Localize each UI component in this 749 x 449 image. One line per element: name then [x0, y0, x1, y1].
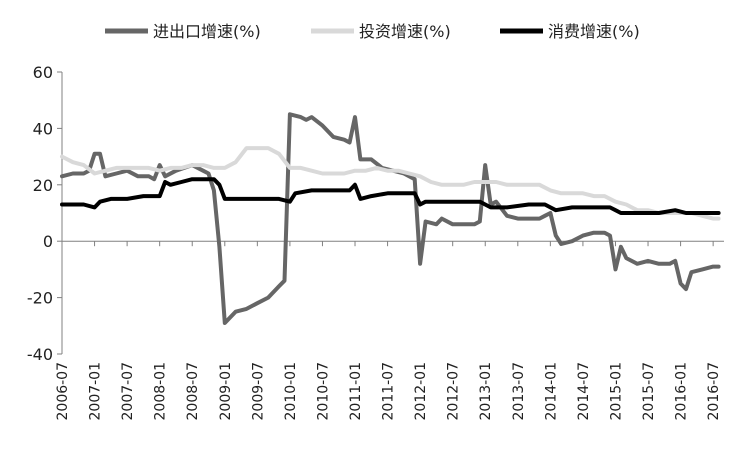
- x-tick-label: 2007-01: [88, 362, 104, 421]
- legend: 进出口增速(%) 投资增速(%) 消费增速(%): [105, 22, 640, 41]
- series-line-consumption: [60, 177, 721, 215]
- y-tick-label: 60: [33, 63, 53, 82]
- x-tick-label: 2013-01: [478, 362, 494, 421]
- legend-label-investment: 投资增速(%): [359, 22, 451, 41]
- x-tick-label: 2015-01: [608, 362, 624, 421]
- x-tick-label: 2011-01: [348, 362, 364, 421]
- series-line-investment: [60, 146, 721, 221]
- y-tick-label: 0: [43, 232, 53, 251]
- legend-item-trade: 进出口增速(%): [105, 22, 261, 41]
- y-tick-label: -20: [27, 289, 53, 308]
- x-tick-label: 2006-07: [55, 362, 71, 421]
- x-tick-label: 2014-01: [543, 362, 559, 421]
- x-tick-label: 2010-07: [315, 362, 331, 421]
- x-tick-label: 2008-01: [153, 362, 169, 421]
- legend-label-trade: 进出口增速(%): [153, 22, 261, 41]
- x-tick-label: 2009-07: [250, 362, 266, 421]
- legend-label-consumption: 消费增速(%): [548, 22, 640, 41]
- x-tick-label: 2016-01: [674, 362, 690, 421]
- x-tick-label: 2011-07: [381, 362, 397, 421]
- x-tick-label: 2010-01: [283, 362, 299, 421]
- x-tick-label: 2009-01: [218, 362, 234, 421]
- x-tick-label: 2012-01: [413, 362, 429, 421]
- x-tick-label: 2013-07: [511, 362, 527, 421]
- x-axis: 2006-07 2007-01 2007-07 2008-01 2008-07 2009-…: [55, 240, 724, 421]
- y-tick-label: 40: [33, 119, 53, 138]
- y-tick-label: -40: [27, 345, 53, 364]
- x-tick-label: 2015-07: [641, 362, 657, 421]
- y-tick-label: 20: [33, 176, 53, 195]
- x-tick-label: 2008-07: [185, 362, 201, 421]
- series-layer: [60, 112, 721, 325]
- series-line-trade: [60, 112, 721, 325]
- x-tick-label: 2007-07: [120, 362, 136, 421]
- x-tick-label: 2014-07: [576, 362, 592, 421]
- x-tick-label: 2012-07: [446, 362, 462, 421]
- legend-item-consumption: 消费增速(%): [500, 22, 640, 41]
- x-tick-label: 2016-07: [706, 362, 722, 421]
- y-axis: 60 40 20 0 -20 -40: [27, 63, 63, 364]
- legend-item-investment: 投资增速(%): [311, 22, 451, 41]
